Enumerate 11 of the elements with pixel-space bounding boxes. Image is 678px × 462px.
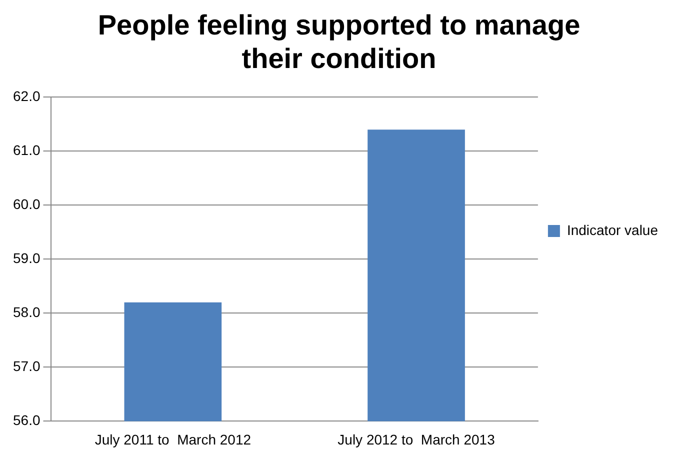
y-tick-label: 59.0 <box>13 250 40 266</box>
x-tick-label: July 2012 to March 2013 <box>338 431 496 448</box>
chart-title: People feeling supported to manage their condition <box>98 10 580 74</box>
legend-label: Indicator value <box>566 222 658 238</box>
x-tick-label: July 2011 to March 2012 <box>94 431 252 448</box>
y-tick-label: 57.0 <box>13 358 40 374</box>
y-tick-label: 56.0 <box>13 412 40 428</box>
y-tick-label: 60.0 <box>13 196 40 212</box>
y-tick-label: 58.0 <box>13 304 40 320</box>
y-tick-label: 61.0 <box>13 142 40 158</box>
y-tick-label: 62.0 <box>13 88 40 104</box>
